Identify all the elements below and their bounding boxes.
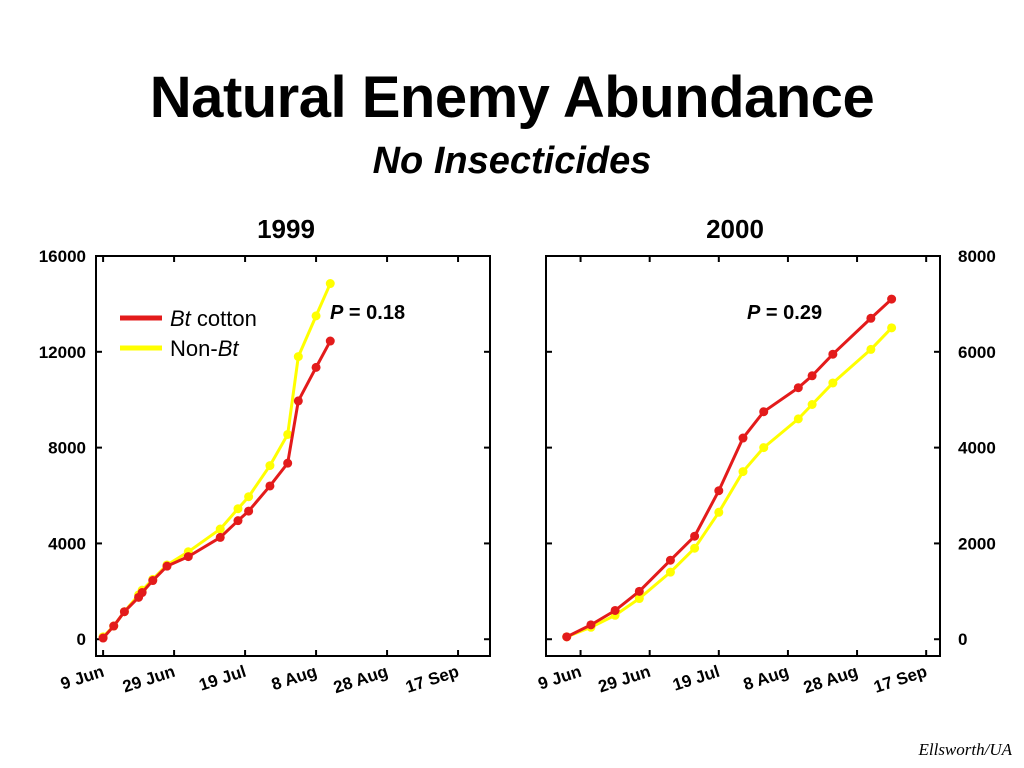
data-point-bt-cotton bbox=[283, 458, 293, 468]
data-point-non-bt bbox=[244, 492, 254, 502]
series-line-non-bt bbox=[566, 326, 893, 639]
data-point-non-bt bbox=[690, 543, 700, 553]
series-line-bt-cotton bbox=[566, 298, 893, 639]
page-subtitle: No Insecticides bbox=[372, 140, 652, 182]
p-value: = 0.29 bbox=[760, 302, 822, 324]
data-point-bt-cotton bbox=[293, 396, 303, 406]
plot-frame bbox=[95, 255, 491, 657]
data-point-non-bt bbox=[866, 344, 876, 354]
x-tick-label: 19 Jul bbox=[670, 662, 722, 695]
legend-label-plain: cotton bbox=[191, 306, 257, 331]
data-point-bt-cotton bbox=[215, 532, 225, 542]
x-tick-label: 17 Sep bbox=[403, 662, 461, 697]
data-point-bt-cotton bbox=[162, 561, 172, 571]
data-point-non-bt bbox=[887, 323, 897, 333]
y-tick-label: 4000 bbox=[48, 534, 86, 553]
y-tick-label: 6000 bbox=[958, 343, 996, 362]
data-point-non-bt bbox=[793, 414, 803, 424]
credit-text: Ellsworth/UA bbox=[918, 740, 1012, 759]
data-point-bt-cotton bbox=[148, 576, 158, 586]
p-value-annotation: P = 0.18 bbox=[330, 302, 405, 324]
data-point-non-bt bbox=[311, 311, 321, 321]
y-tick-label: 8000 bbox=[48, 439, 86, 458]
data-point-non-bt bbox=[759, 443, 769, 453]
data-point-non-bt bbox=[828, 378, 838, 388]
data-point-bt-cotton bbox=[119, 607, 129, 617]
data-point-non-bt bbox=[325, 279, 335, 289]
data-point-bt-cotton bbox=[759, 407, 769, 417]
p-value-annotation: P = 0.29 bbox=[747, 302, 822, 324]
x-tick-label: 8 Aug bbox=[269, 662, 319, 694]
y-tick-label: 2000 bbox=[958, 534, 996, 553]
data-point-non-bt bbox=[714, 507, 724, 517]
legend-label-plain: Non- bbox=[170, 336, 218, 361]
data-point-bt-cotton bbox=[714, 486, 724, 496]
data-point-bt-cotton bbox=[562, 632, 572, 642]
y-tick-label: 4000 bbox=[958, 439, 996, 458]
legend-label: Bt cotton bbox=[170, 306, 257, 331]
data-point-bt-cotton bbox=[244, 506, 254, 516]
x-tick-label: 17 Sep bbox=[871, 662, 929, 697]
data-point-bt-cotton bbox=[738, 433, 748, 443]
data-point-bt-cotton bbox=[586, 620, 596, 630]
y-tick-label: 0 bbox=[77, 630, 86, 649]
data-point-bt-cotton bbox=[828, 349, 838, 359]
data-point-bt-cotton bbox=[634, 586, 644, 596]
p-symbol: P bbox=[747, 302, 761, 324]
legend-label-italic: Bt bbox=[170, 306, 192, 331]
legend-label-italic: Bt bbox=[218, 336, 240, 361]
data-point-bt-cotton bbox=[610, 605, 620, 615]
data-point-non-bt bbox=[265, 461, 275, 471]
x-tick-label: 28 Aug bbox=[801, 662, 860, 697]
x-tick-label: 28 Aug bbox=[331, 662, 390, 697]
plot-frame bbox=[545, 255, 941, 657]
data-point-non-bt bbox=[665, 567, 675, 577]
data-point-bt-cotton bbox=[137, 588, 147, 598]
data-point-non-bt bbox=[215, 524, 225, 534]
page-title: Natural Enemy Abundance bbox=[149, 65, 875, 130]
x-tick-label: 9 Jun bbox=[536, 662, 584, 694]
data-point-bt-cotton bbox=[265, 481, 275, 491]
chart-panel-2000: 2000 0 2000 4000 6000 8000 9 Jun 29 Jun 19 Jul 8 … bbox=[536, 214, 996, 697]
data-point-bt-cotton bbox=[183, 552, 193, 562]
data-point-non-bt bbox=[634, 594, 644, 604]
legend-label: Non-Bt bbox=[170, 336, 239, 361]
data-point-bt-cotton bbox=[793, 383, 803, 393]
data-point-non-bt bbox=[233, 504, 243, 514]
x-tick-label: 8 Aug bbox=[741, 662, 791, 694]
y-tick-label: 16000 bbox=[39, 247, 86, 266]
panel-title: 2000 bbox=[706, 214, 764, 244]
data-point-bt-cotton bbox=[866, 313, 876, 323]
data-point-bt-cotton bbox=[311, 362, 321, 372]
x-tick-label: 9 Jun bbox=[58, 662, 106, 694]
panel-title: 1999 bbox=[257, 214, 315, 244]
data-point-non-bt bbox=[293, 352, 303, 362]
p-value: = 0.18 bbox=[343, 302, 405, 324]
series-line-bt-cotton bbox=[101, 340, 332, 640]
data-point-bt-cotton bbox=[98, 633, 108, 643]
p-symbol: P bbox=[330, 302, 344, 324]
data-point-non-bt bbox=[807, 400, 817, 410]
data-point-bt-cotton bbox=[109, 621, 119, 631]
data-point-bt-cotton bbox=[233, 516, 243, 526]
chart-panel-1999: 1999 0 4000 8000 12000 16000 9 Jun 29 Jun 19 Jul… bbox=[39, 214, 491, 697]
x-tick-label: 29 Jun bbox=[596, 662, 653, 697]
x-tick-label: 29 Jun bbox=[120, 662, 177, 697]
y-tick-label: 0 bbox=[958, 630, 967, 649]
x-tick-label: 19 Jul bbox=[197, 662, 249, 695]
data-point-non-bt bbox=[738, 467, 748, 477]
data-point-bt-cotton bbox=[807, 371, 817, 381]
data-point-bt-cotton bbox=[325, 336, 335, 346]
data-point-bt-cotton bbox=[887, 294, 897, 304]
y-tick-label: 8000 bbox=[958, 247, 996, 266]
data-point-non-bt bbox=[283, 429, 293, 439]
y-tick-label: 12000 bbox=[39, 343, 86, 362]
data-point-bt-cotton bbox=[690, 531, 700, 541]
data-point-bt-cotton bbox=[665, 555, 675, 565]
